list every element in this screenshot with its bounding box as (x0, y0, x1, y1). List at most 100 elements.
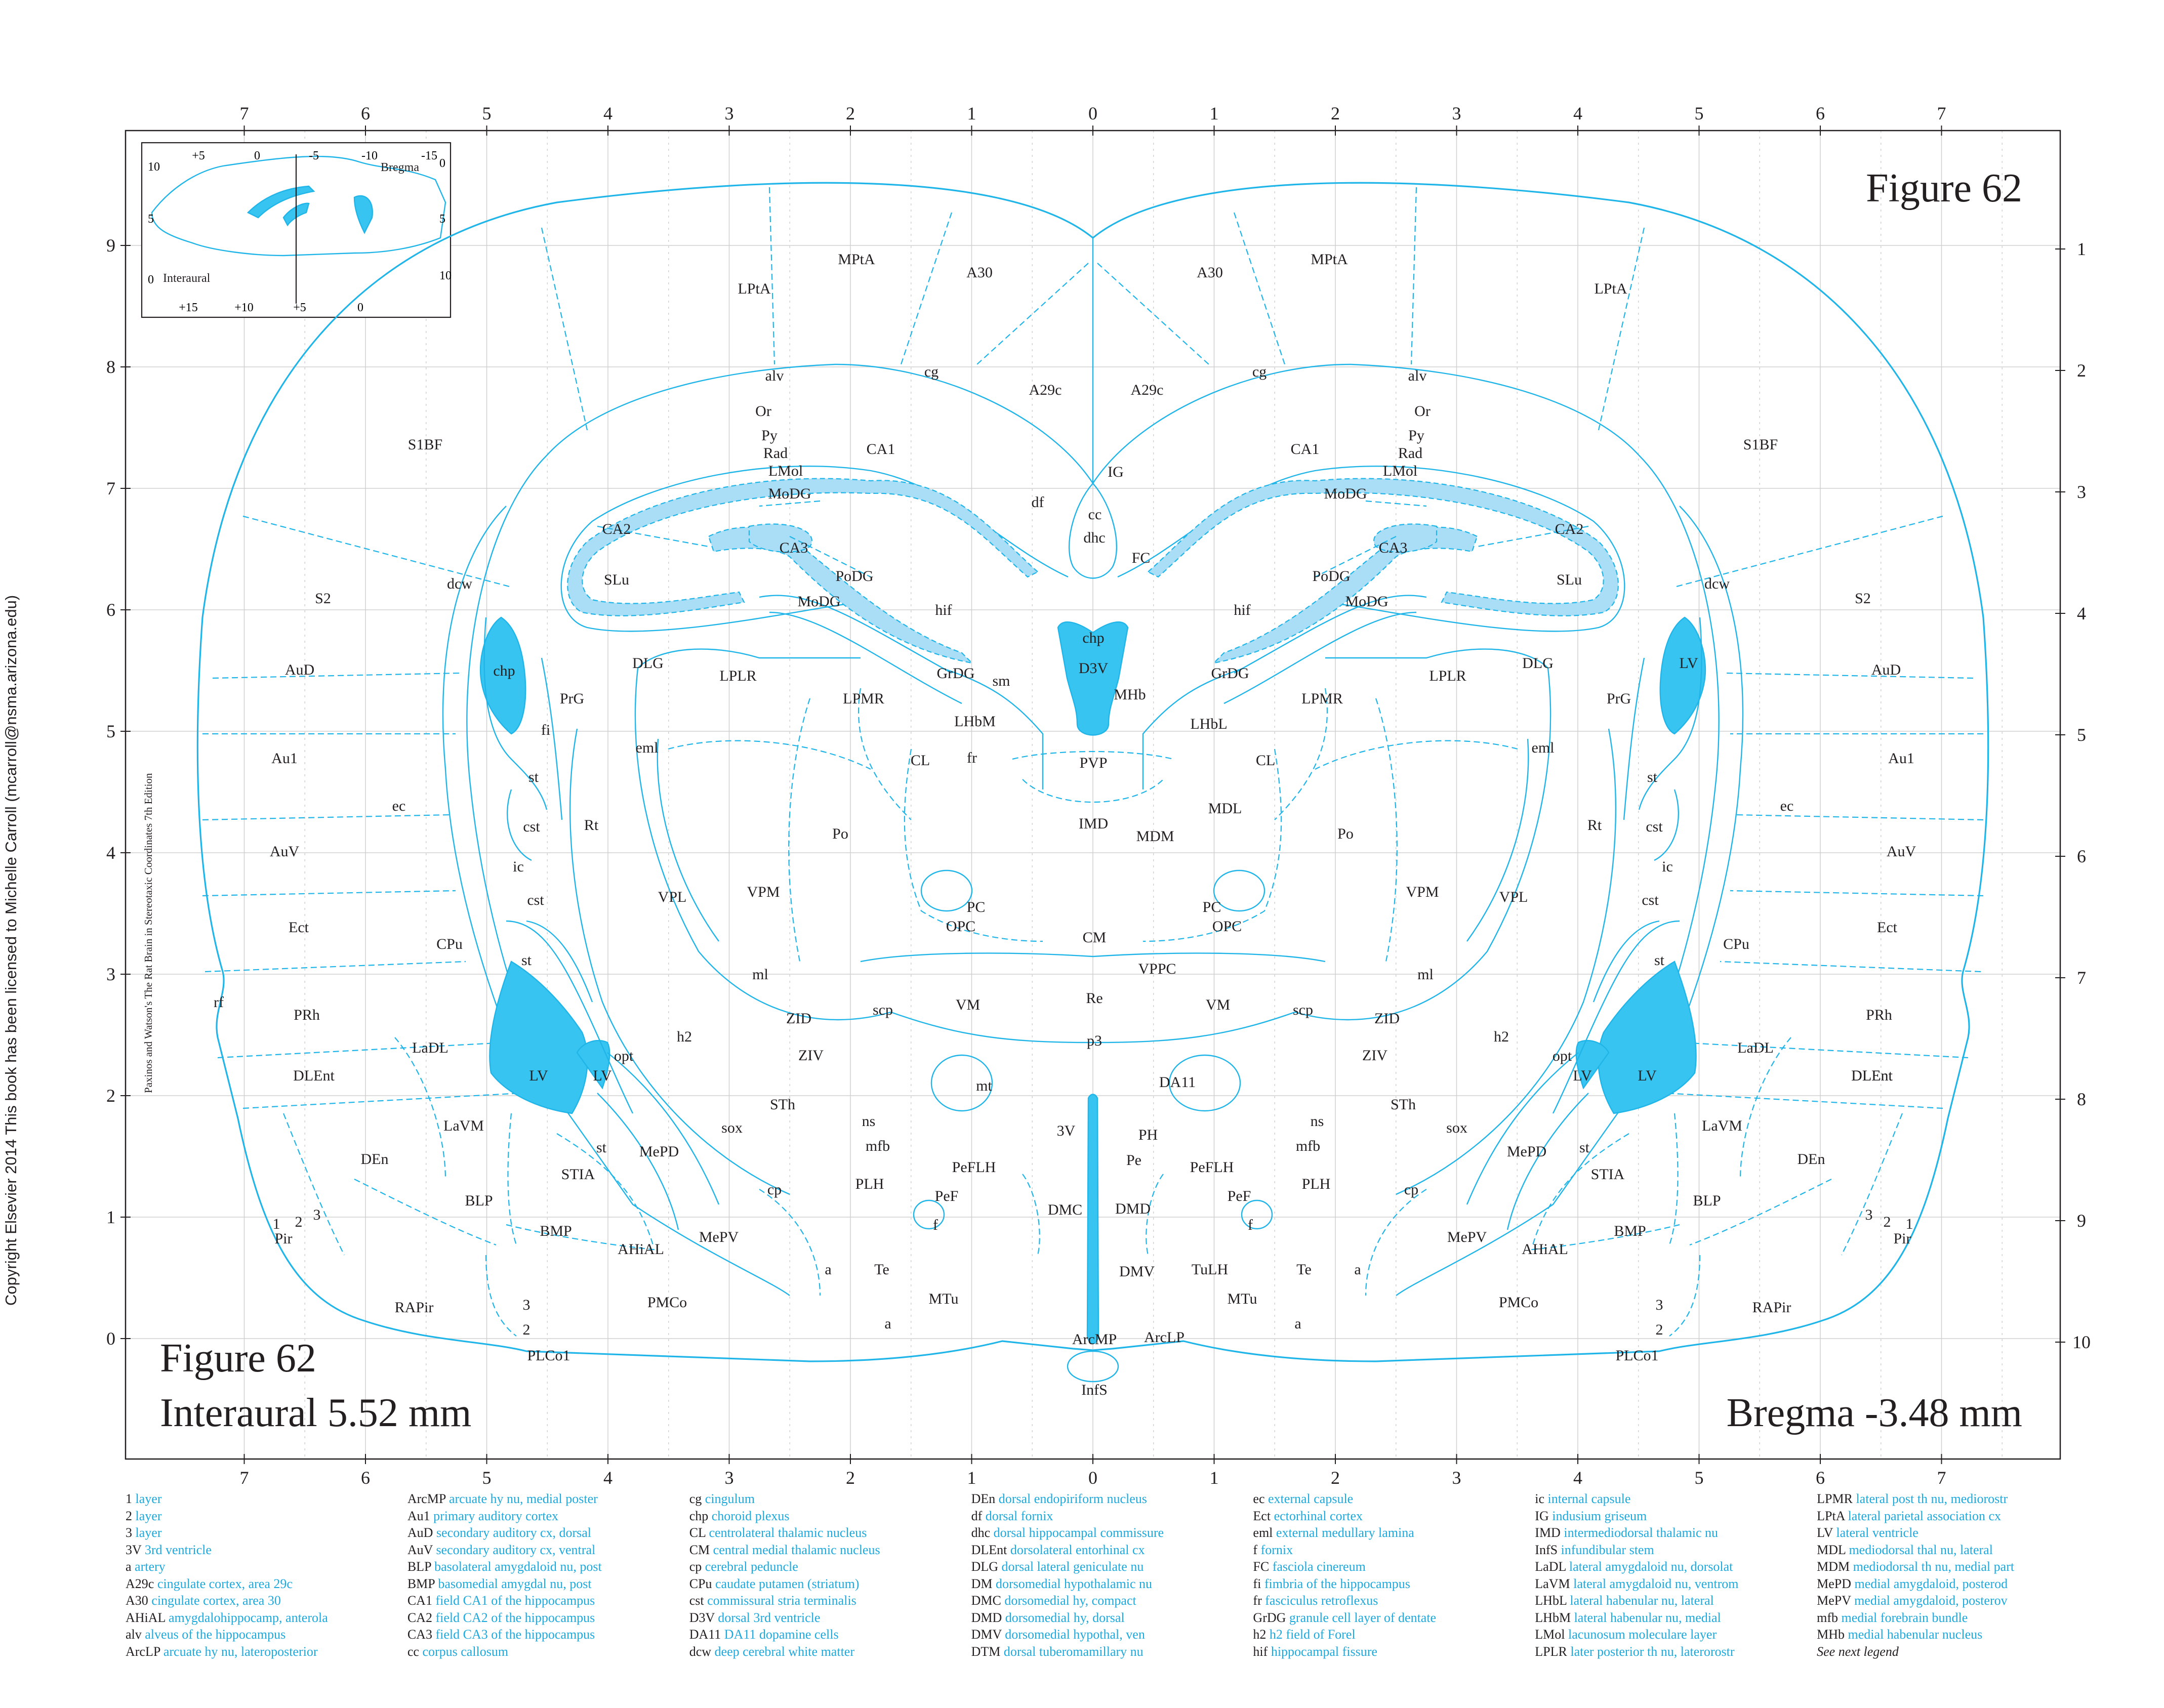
region-label-den: DEn (361, 1151, 389, 1168)
legend-abbreviation: DEn (971, 1491, 996, 1506)
legend-abbreviation: Ect (1253, 1508, 1271, 1523)
region-label-mepv: MePV (1447, 1229, 1487, 1245)
scale-bottom-tick: 1 (967, 1468, 976, 1488)
legend-abbreviation: h2 (1253, 1627, 1267, 1642)
legend-entry: CA2 field CA2 of the hippocampus (407, 1609, 680, 1627)
legend-description: lateral ventricle (1832, 1525, 1918, 1540)
legend-description: artery (131, 1559, 166, 1574)
legend-description: ectorhinal cortex (1271, 1508, 1363, 1523)
legend-abbreviation: dcw (689, 1644, 712, 1659)
legend-entry: alv alveus of the hippocampus (126, 1626, 398, 1643)
region-label-st: st (528, 769, 539, 785)
scale-top-tick: 4 (1573, 103, 1582, 123)
legend-description: dorsal hippocampal commissure (990, 1525, 1164, 1540)
region-label-lpmr: LPMR (843, 690, 884, 707)
region-label-a: a (825, 1261, 831, 1278)
region-label-fi: fi (541, 722, 550, 738)
legend-description: corpus callosum (419, 1644, 509, 1659)
region-label-podg: PoDG (1312, 568, 1350, 585)
region-label-pir: Pir (1893, 1230, 1911, 1247)
legend-abbreviation: DLEnt (971, 1542, 1007, 1557)
region-label-lv: LV (1573, 1067, 1592, 1084)
legend-abbreviation: chp (689, 1508, 709, 1523)
legend-description: dorsomedial hy, dorsal (1002, 1610, 1125, 1625)
inset-interaural-label: Interaural (163, 272, 211, 285)
region-label-te: Te (1296, 1261, 1312, 1278)
legend-column: LPMR lateral post th nu, mediorostr LPtA … (1817, 1490, 2090, 1660)
region-label-cl: CL (1256, 752, 1275, 769)
region-label-sm: sm (992, 673, 1010, 689)
scale-top-tick: 1 (1210, 103, 1219, 123)
region-label-dmv: DMV (1119, 1263, 1155, 1280)
diencephalon-outlines (569, 648, 1616, 1195)
region-label-a30: A30 (966, 264, 993, 281)
scale-left-tick: 5 (106, 721, 115, 741)
inset-bottom-tick: +10 (234, 301, 254, 314)
legend-entry: CM central medial thalamic nucleus (689, 1542, 962, 1559)
region-label-ect: Ect (289, 919, 309, 936)
region-label-mdl: MDL (1208, 800, 1242, 817)
legend-description: later posterior th nu, laterorostr (1567, 1644, 1735, 1659)
legend-entry: mfb medial forebrain bundle (1817, 1609, 2090, 1627)
legend-abbreviation: ArcLP (126, 1644, 160, 1659)
region-label-a: a (1354, 1261, 1361, 1278)
legend-abbreviation: ic (1535, 1491, 1545, 1506)
legend-description: choroid plexus (708, 1508, 790, 1523)
region-label-dmd: DMD (1115, 1200, 1151, 1217)
legend-description: lateral habenular nu, lateral (1566, 1593, 1714, 1608)
legend-abbreviation: df (971, 1508, 983, 1523)
legend-entry: GrDG granule cell layer of dentate (1253, 1609, 1526, 1627)
legend-description: granule cell layer of dentate (1286, 1610, 1437, 1625)
scale-top-tick: 2 (1331, 103, 1340, 123)
inset-bottom-tick: +5 (293, 301, 306, 314)
scale-top-tick: 6 (361, 103, 370, 123)
legend-abbreviation: cc (407, 1644, 419, 1659)
region-label-slu: SLu (604, 571, 629, 588)
legend-abbreviation: DA11 (689, 1627, 721, 1642)
inset-bottom-tick: 0 (357, 301, 363, 314)
legend-entry: BLP basolateral amygdaloid nu, post (407, 1558, 680, 1575)
region-label-ect: Ect (1877, 919, 1898, 936)
region-label-pe: Pe (1126, 1152, 1141, 1169)
legend-entry: DMC dorsomedial hy, compact (971, 1592, 1244, 1609)
region-label-ziv: ZIV (798, 1047, 824, 1064)
region-label-rapir: RAPir (1752, 1299, 1791, 1316)
dorsal-3rd-ventricle (1057, 621, 1129, 736)
region-label-prg: PrG (1607, 690, 1631, 707)
region-label-sox: sox (1446, 1119, 1467, 1136)
legend-entry: cst commissural stria terminalis (689, 1592, 962, 1609)
region-label-st: st (596, 1139, 607, 1156)
legend-entry: BMP basomedial amygdal nu, post (407, 1575, 680, 1593)
legend-description: central medial thalamic nucleus (710, 1542, 880, 1557)
region-label-rad: Rad (1398, 445, 1422, 462)
legend-description: dorsal 3rd ventricle (714, 1610, 821, 1625)
scale-bottom-tick: 7 (1937, 1468, 1946, 1488)
region-label-ig: IG (1108, 464, 1124, 480)
legend-entry: LHbM lateral habenular nu, medial (1535, 1609, 1808, 1627)
legend-entry: DA11 DA11 dopamine cells (689, 1626, 962, 1643)
legend-description: fornix (1257, 1542, 1293, 1557)
legend-entry: 2 layer (126, 1508, 398, 1525)
region-label-a29c: A29c (1131, 382, 1164, 398)
region-label-pmco: PMCo (1499, 1294, 1538, 1311)
scale-left-tick: 4 (106, 843, 115, 863)
region-label-st: st (1579, 1139, 1590, 1156)
legend-description: lateral amygdaloid nu, dorsolat (1566, 1559, 1733, 1574)
scale-left-tick: 6 (106, 600, 115, 620)
scale-top-tick: 3 (1452, 103, 1461, 123)
legend-column: ec external capsule Ect ectorhinal cortex… (1253, 1490, 1526, 1660)
region-label-lpta: LPtA (738, 280, 770, 297)
region-label-ladl: LaDL (1737, 1039, 1774, 1056)
region-label-blp: BLP (465, 1192, 493, 1209)
region-label-dlent: DLEnt (1851, 1067, 1893, 1084)
inset-sagittal: +5 0 -5 -10 -15 +15 +10 +5 0 10 5 0 0 5 10 Bregma Inte… (141, 142, 452, 318)
region-label-cl: CL (911, 752, 930, 769)
region-label-grdg: GrDG (937, 665, 975, 682)
region-label-fc: FC (1132, 550, 1151, 566)
scale-left-tick: 9 (106, 235, 115, 256)
scale-left-tick: 1 (106, 1207, 115, 1227)
legend-description: external capsule (1264, 1491, 1354, 1506)
scale-bottom-tick: 2 (1331, 1468, 1340, 1488)
region-label-prh: PRh (1866, 1007, 1892, 1023)
region-label-scp: scp (1293, 1002, 1313, 1018)
